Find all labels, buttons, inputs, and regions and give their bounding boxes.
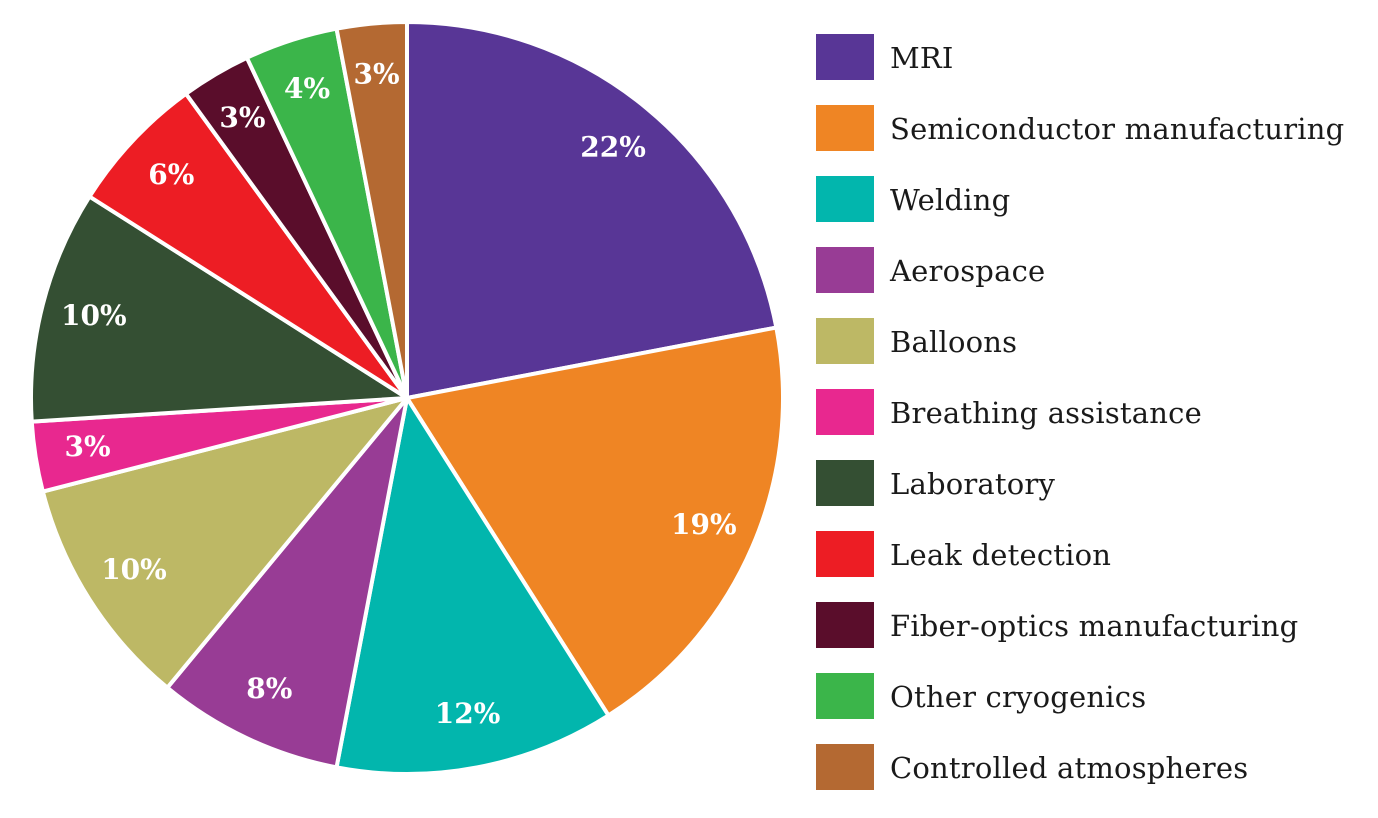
pie-slice-value-label: 6% [148,158,194,191]
legend-label: Semiconductor manufacturing [890,111,1345,146]
legend-swatch [816,601,874,648]
pie-slices [29,20,785,776]
legend-swatch [816,743,874,790]
pie-slice-value-label: 10% [61,299,127,332]
legend-swatch [816,388,874,435]
legend-item: Controlled atmospheres [816,732,1376,803]
pie-slice-labels: 22% 19% 12% 8% 10% 3% 10% 6% 3% 4% 3% [61,58,737,730]
legend-item: Semiconductor manufacturing [816,93,1376,164]
legend-label: Balloons [890,324,1018,359]
pie-slice-value-label: 12% [435,697,501,730]
legend-item: Breathing assistance [816,377,1376,448]
legend-item: Balloons [816,306,1376,377]
pie-slice-mri [405,20,779,400]
legend-swatch [816,175,874,222]
legend-label: Laboratory [890,466,1056,501]
legend-item: MRI [816,22,1376,93]
legend-item: Other cryogenics [816,661,1376,732]
legend-item: Laboratory [816,448,1376,519]
legend-label: Controlled atmospheres [890,750,1249,785]
pie-slice-value-label: 8% [246,672,292,705]
legend-label: Leak detection [890,537,1112,572]
pie-slice-aerospace [165,396,409,770]
pie-slice-value-label: 10% [101,553,167,586]
pie-slice-leak-detection [87,91,409,400]
pie-plot-area: 22% 19% 12% 8% 10% 3% 10% 6% 3% 4% 3% [29,20,785,776]
pie-slice-value-label: 22% [580,130,646,163]
legend-label: Other cryogenics [890,679,1147,714]
legend-swatch [816,530,874,577]
pie-slice-welding [334,396,611,776]
legend-item: Aerospace [816,235,1376,306]
pie-slice-value-label: 3% [65,430,111,463]
legend-swatch [816,33,874,80]
legend-item: Welding [816,164,1376,235]
legend-label: Fiber-optics manufacturing [890,608,1299,643]
legend-swatch [816,459,874,506]
legend-swatch [816,246,874,293]
legend-item: Leak detection [816,519,1376,590]
pie-slice-balloons [40,396,409,690]
legend-label: Breathing assistance [890,395,1202,430]
legend-swatch [816,104,874,151]
legend-swatch [816,317,874,364]
legend-swatch [816,672,874,719]
pie-slice-semiconductor-manufacturing [405,325,785,718]
pie-slice-value-label: 3% [354,58,400,91]
legend-item: Fiber-optics manufacturing [816,590,1376,661]
pie-slice-value-label: 3% [219,101,265,134]
legend: MRI Semiconductor manufacturing Welding Aer… [816,22,1376,803]
legend-label: Welding [890,182,1011,217]
legend-label: Aerospace [890,253,1046,288]
pie-slice-controlled-atmospheres [334,20,409,400]
legend-label: MRI [890,40,954,75]
pie-slice-value-label: 19% [671,508,737,541]
pie-slice-value-label: 4% [284,72,330,105]
pie-slice-laboratory [29,194,409,424]
